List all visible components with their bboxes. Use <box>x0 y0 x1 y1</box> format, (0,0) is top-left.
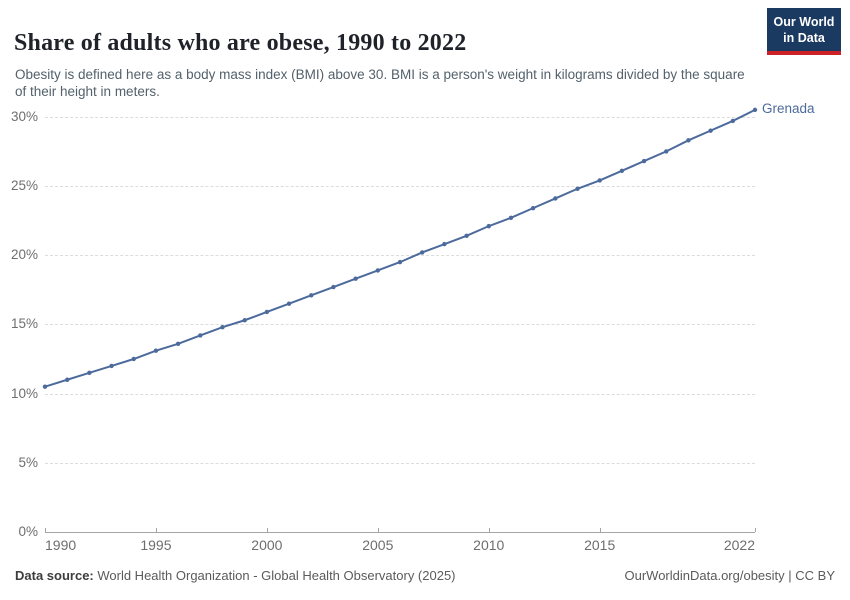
data-point[interactable] <box>752 107 758 113</box>
data-point[interactable] <box>198 333 203 338</box>
data-point[interactable] <box>508 215 514 221</box>
data-point[interactable] <box>575 186 580 191</box>
x-tick-label: 2005 <box>362 537 394 553</box>
data-point[interactable] <box>375 268 381 273</box>
y-tick-label: 25% <box>10 178 38 193</box>
x-tick-mark <box>155 528 157 532</box>
data-point[interactable] <box>42 384 48 389</box>
data-point[interactable] <box>264 309 270 315</box>
y-tick-label: 0% <box>18 524 38 539</box>
data-source-text: World Health Organization - Global Healt… <box>93 568 456 583</box>
x-axis-line <box>45 532 755 533</box>
data-point[interactable] <box>641 158 647 164</box>
x-tick-label: 2000 <box>251 537 283 553</box>
y-gridline <box>45 186 755 187</box>
y-tick-label: 5% <box>18 454 38 470</box>
data-point[interactable] <box>442 241 447 247</box>
chart-footer: Data source: World Health Organization -… <box>15 568 835 583</box>
data-point[interactable] <box>153 348 159 353</box>
y-tick-label: 15% <box>10 316 38 332</box>
x-tick-mark <box>755 528 756 532</box>
x-tick-mark <box>488 528 490 532</box>
data-point[interactable] <box>242 318 247 323</box>
y-tick-label: 10% <box>10 385 38 401</box>
page-title: Share of adults who are obese, 1990 to 2… <box>14 30 467 57</box>
y-gridline <box>45 255 755 257</box>
x-tick-mark <box>599 528 601 532</box>
data-source-label: Data source: <box>15 568 94 583</box>
credit-link[interactable]: OurWorldinData.org/obesity | CC BY <box>624 568 836 583</box>
data-point[interactable] <box>286 301 292 306</box>
x-tick-mark <box>45 528 46 532</box>
data-point[interactable] <box>309 293 314 298</box>
data-point[interactable] <box>664 149 669 154</box>
data-point[interactable] <box>619 168 625 173</box>
data-point[interactable] <box>486 223 491 229</box>
series-line[interactable] <box>44 108 756 388</box>
data-point[interactable] <box>686 138 691 143</box>
data-point[interactable] <box>419 250 425 255</box>
data-point[interactable] <box>708 128 713 133</box>
data-point[interactable] <box>353 276 358 281</box>
series-entity-label[interactable]: Grenada <box>762 100 815 116</box>
y-gridline <box>45 324 755 326</box>
x-tick-label: 2010 <box>473 537 505 553</box>
data-point[interactable] <box>175 341 181 346</box>
x-tick-label: 2022 <box>723 537 755 553</box>
data-point[interactable] <box>64 377 70 382</box>
y-gridline <box>45 116 755 118</box>
chart-subtitle: Obesity is defined here as a body mass i… <box>15 66 745 100</box>
owid-logo[interactable]: Our World in Data <box>767 8 841 55</box>
y-tick-label: 20% <box>10 247 38 263</box>
data-point[interactable] <box>597 178 602 183</box>
x-tick-mark <box>377 528 379 532</box>
data-point[interactable] <box>87 370 92 376</box>
data-point[interactable] <box>131 356 136 362</box>
data-point[interactable] <box>530 205 536 211</box>
x-tick-label: 1990 <box>45 537 77 553</box>
x-tick-label: 1995 <box>140 537 172 553</box>
x-tick-label: 2015 <box>584 537 616 553</box>
data-point[interactable] <box>109 363 114 369</box>
data-source-note: Data source: World Health Organization -… <box>15 568 456 583</box>
data-point[interactable] <box>730 118 736 124</box>
data-point[interactable] <box>553 196 558 201</box>
data-point[interactable] <box>397 259 403 265</box>
y-gridline <box>45 393 755 395</box>
data-point[interactable] <box>331 284 336 290</box>
owid-logo-line2: in Data <box>783 31 825 46</box>
data-point[interactable] <box>464 233 469 239</box>
x-tick-mark <box>266 528 268 532</box>
y-gridline <box>45 462 755 464</box>
data-point[interactable] <box>220 324 225 330</box>
owid-logo-line1: Our World <box>773 15 835 29</box>
y-tick-label: 30% <box>10 108 38 124</box>
